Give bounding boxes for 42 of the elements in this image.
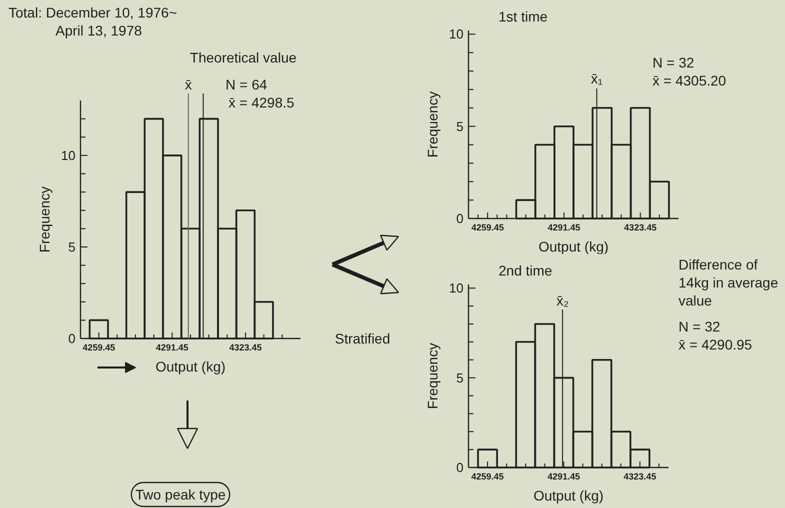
ref-line-label: x̄₁	[590, 70, 603, 86]
x-axis-title: Output (kg)	[533, 488, 604, 504]
x-axis-title: Output (kg)	[155, 358, 226, 374]
x-tick-label: 4323.45	[624, 222, 657, 232]
y-tick-label: 5	[456, 118, 464, 134]
annotation: x̄ = 4298.5	[228, 94, 294, 110]
text: Two peak type	[135, 486, 226, 502]
x-tick-label: 4323.45	[624, 472, 656, 482]
chart-title: 2nd time	[498, 262, 552, 278]
annotation: x̄ = 4305.20	[652, 72, 726, 88]
y-axis-title: Frequency	[424, 91, 440, 158]
x-tick-label: 4291.45	[156, 342, 188, 352]
y-tick-label: 5	[456, 370, 464, 386]
x-tick-label: 4291.45	[548, 222, 580, 232]
ref-line-label: Theoretical value	[190, 50, 297, 66]
text: Stratified	[334, 330, 390, 346]
x-tick-label: 4291.45	[547, 472, 580, 482]
annotation: N = 32	[652, 54, 694, 70]
y-tick-label: 0	[456, 460, 464, 475]
y-tick-label: 10	[449, 26, 464, 42]
text: Total: December 10, 1976~	[8, 4, 177, 20]
ref-line-label: x̄	[184, 76, 192, 92]
y-tick-label: 10	[449, 280, 464, 296]
text: 14kg in average	[678, 274, 778, 290]
x-tick-label: 4259.45	[471, 472, 504, 482]
x-tick-label: 4259.45	[82, 342, 116, 352]
text: N = 32	[678, 318, 720, 334]
y-tick-label: 10	[61, 148, 76, 163]
text: value	[678, 292, 712, 308]
text: x̄ = 4290.95	[678, 336, 752, 352]
text: Difference of	[678, 256, 758, 272]
chart-title: 1st time	[498, 8, 548, 24]
y-axis-title: Frequency	[424, 342, 440, 410]
text: April 13, 1978	[56, 22, 142, 38]
y-tick-label: 0	[68, 331, 76, 346]
y-tick-label: 5	[68, 239, 76, 254]
y-tick-label: 0	[456, 211, 464, 226]
ref-line-label: x̄₂	[556, 292, 569, 308]
x-tick-label: 4259.45	[471, 222, 504, 232]
x-tick-label: 4323.45	[229, 342, 262, 352]
y-axis-title: Frequency	[36, 186, 52, 253]
text: N = 64	[226, 76, 268, 92]
